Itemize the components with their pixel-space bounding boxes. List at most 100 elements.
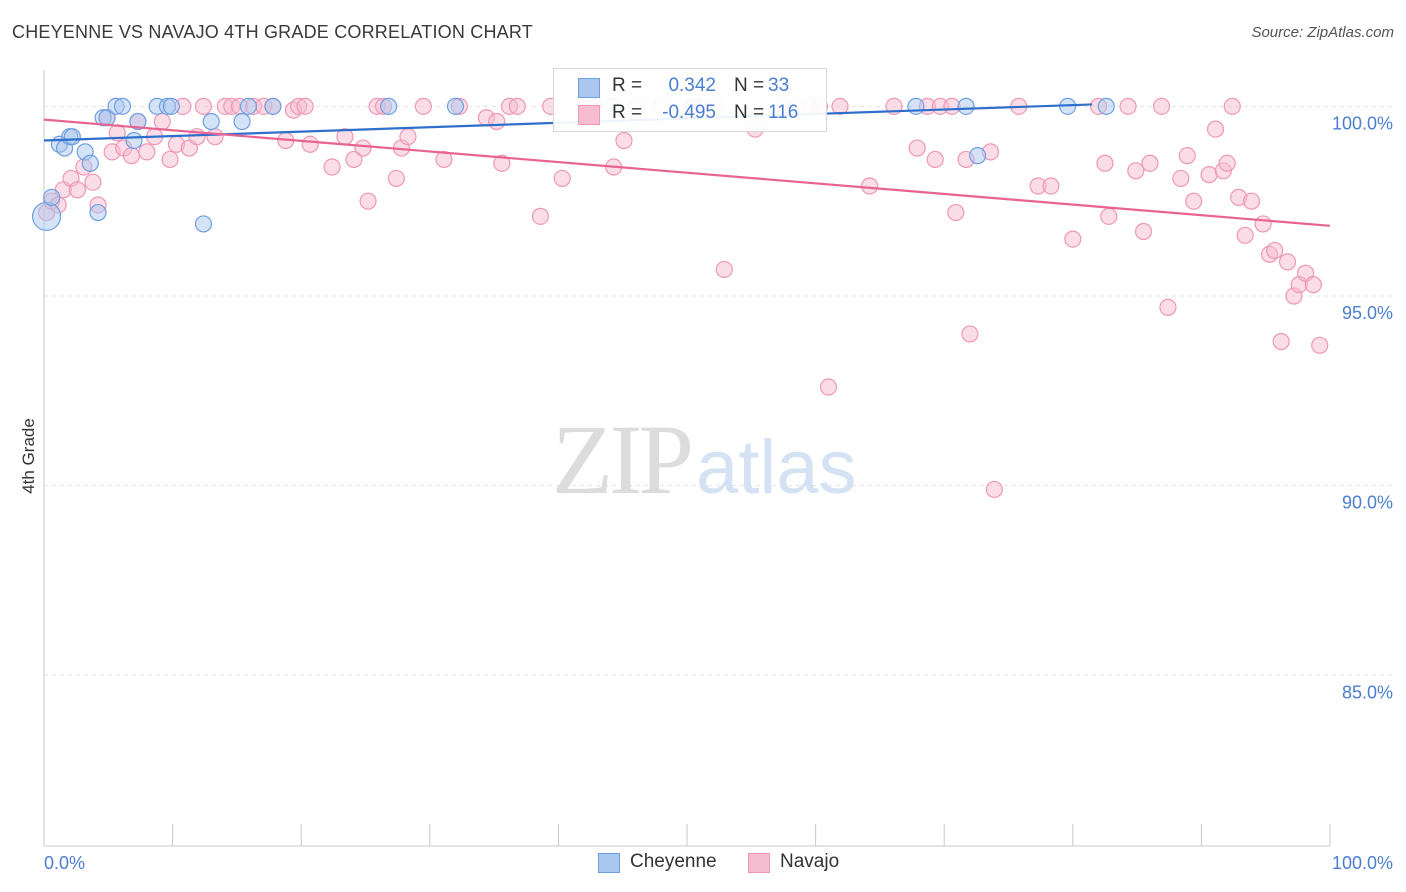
navajo-point bbox=[354, 139, 372, 157]
cheyenne-point bbox=[125, 131, 143, 150]
navajo-point bbox=[1223, 97, 1241, 115]
navajo-point bbox=[1254, 215, 1272, 233]
cheyenne-point bbox=[1097, 97, 1115, 115]
navajo-point bbox=[1272, 332, 1290, 351]
legend-row-navajo: R = -0.495 N = 116 bbox=[554, 100, 826, 128]
y-tick-label: 90.0% bbox=[1342, 493, 1393, 513]
navajo-point bbox=[323, 158, 341, 176]
cheyenne-swatch bbox=[578, 78, 600, 98]
navajo-trend-line bbox=[43, 118, 1331, 227]
navajo-point bbox=[359, 192, 377, 210]
navajo-legend-swatch bbox=[748, 853, 770, 873]
navajo-point bbox=[947, 203, 965, 222]
navajo-point bbox=[399, 128, 417, 146]
navajo-point bbox=[508, 97, 526, 115]
navajo-point bbox=[1096, 154, 1114, 172]
navajo-point bbox=[122, 147, 141, 165]
chart-title: CHEYENNE VS NAVAJO 4TH GRADE CORRELATION… bbox=[12, 22, 533, 42]
cheyenne-point bbox=[113, 97, 132, 115]
navajo-point bbox=[1266, 241, 1284, 260]
navajo-point bbox=[1304, 276, 1322, 294]
navajo-point bbox=[84, 173, 102, 191]
legend-n-value: 33 bbox=[768, 75, 790, 96]
legend-r-value: -0.495 bbox=[662, 102, 716, 123]
navajo-point bbox=[1172, 169, 1190, 188]
cheyenne-point bbox=[81, 154, 99, 172]
navajo-point bbox=[1159, 298, 1177, 316]
legend-n-label: N = bbox=[734, 75, 765, 96]
y-tick-label: 85.0% bbox=[1342, 682, 1393, 702]
y-tick-label: 100.0% bbox=[1332, 113, 1393, 133]
correlation-legend: R = 0.342 N = 33 R = -0.495 N = 116 bbox=[553, 68, 827, 132]
y-tick-labels: 100.0% 95.0% 90.0% 85.0% bbox=[1332, 113, 1393, 702]
cheyenne-point bbox=[63, 128, 81, 146]
navajo-point bbox=[1152, 97, 1171, 115]
navajo-point bbox=[1311, 336, 1329, 354]
navajo-point bbox=[1064, 230, 1082, 248]
navajo-point bbox=[153, 112, 171, 131]
navajo-swatch bbox=[578, 105, 600, 125]
navajo-point bbox=[1127, 162, 1145, 180]
x-tick-label: 100.0% bbox=[1332, 853, 1393, 873]
navajo-point bbox=[1134, 222, 1153, 241]
navajo-point bbox=[985, 480, 1003, 499]
navajo-point bbox=[861, 177, 879, 195]
legend-r-label: R = bbox=[612, 75, 643, 96]
navajo-point bbox=[1178, 147, 1196, 165]
navajo-point bbox=[488, 112, 506, 131]
legend-n-label: N = bbox=[734, 102, 765, 123]
navajo-point bbox=[206, 128, 224, 146]
navajo-point bbox=[301, 135, 319, 153]
navajo-point bbox=[1242, 192, 1261, 210]
navajo-point bbox=[296, 97, 314, 115]
cheyenne-point bbox=[969, 147, 987, 165]
navajo-point bbox=[68, 181, 87, 199]
cheyenne-point bbox=[380, 97, 398, 115]
navajo-point bbox=[1218, 154, 1236, 172]
grid-lines bbox=[44, 105, 1393, 676]
navajo-point bbox=[161, 150, 179, 169]
navajo-point bbox=[1278, 253, 1297, 271]
navajo-point bbox=[553, 169, 571, 188]
navajo-point bbox=[1185, 192, 1203, 210]
cheyenne-point bbox=[957, 97, 975, 115]
navajo-point bbox=[961, 325, 979, 343]
scatter-points bbox=[31, 97, 1329, 499]
navajo-point bbox=[345, 150, 363, 169]
cheyenne-point bbox=[162, 97, 180, 115]
cheyenne-point bbox=[446, 97, 465, 115]
cheyenne-point bbox=[233, 112, 251, 131]
navajo-point bbox=[531, 207, 549, 225]
cheyenne-point bbox=[202, 112, 220, 131]
navajo-point bbox=[1119, 97, 1137, 115]
navajo-point bbox=[715, 260, 733, 279]
navajo-point bbox=[908, 139, 926, 157]
navajo-point bbox=[138, 143, 156, 161]
y-tick-label: 95.0% bbox=[1342, 303, 1393, 323]
navajo-point bbox=[926, 150, 944, 169]
navajo-point bbox=[414, 97, 432, 115]
navajo-point bbox=[1141, 154, 1159, 172]
cheyenne-point bbox=[194, 215, 213, 233]
navajo-point bbox=[1200, 166, 1218, 184]
axes bbox=[43, 70, 1331, 847]
navajo-point bbox=[1042, 177, 1060, 195]
navajo-point bbox=[831, 97, 849, 115]
navajo-point bbox=[1206, 120, 1225, 138]
cheyenne-point bbox=[89, 203, 107, 222]
legend-r-value: 0.342 bbox=[668, 75, 716, 96]
navajo-legend-label: Navajo bbox=[780, 851, 840, 872]
cheyenne-legend-swatch bbox=[598, 853, 620, 873]
x-tick-labels: 0.0% 100.0% bbox=[44, 853, 1393, 873]
cheyenne-point bbox=[907, 97, 925, 115]
cheyenne-legend-label: Cheyenne bbox=[630, 851, 717, 872]
navajo-point bbox=[1100, 207, 1118, 225]
cheyenne-point bbox=[264, 97, 282, 115]
source-credit: Source: ZipAtlas.com bbox=[1251, 24, 1394, 41]
y-axis-label: 4th Grade bbox=[19, 418, 38, 494]
navajo-point bbox=[435, 150, 453, 169]
legend-row-cheyenne: R = 0.342 N = 33 bbox=[554, 73, 826, 101]
cheyenne-point bbox=[129, 112, 147, 131]
navajo-point bbox=[194, 97, 213, 115]
